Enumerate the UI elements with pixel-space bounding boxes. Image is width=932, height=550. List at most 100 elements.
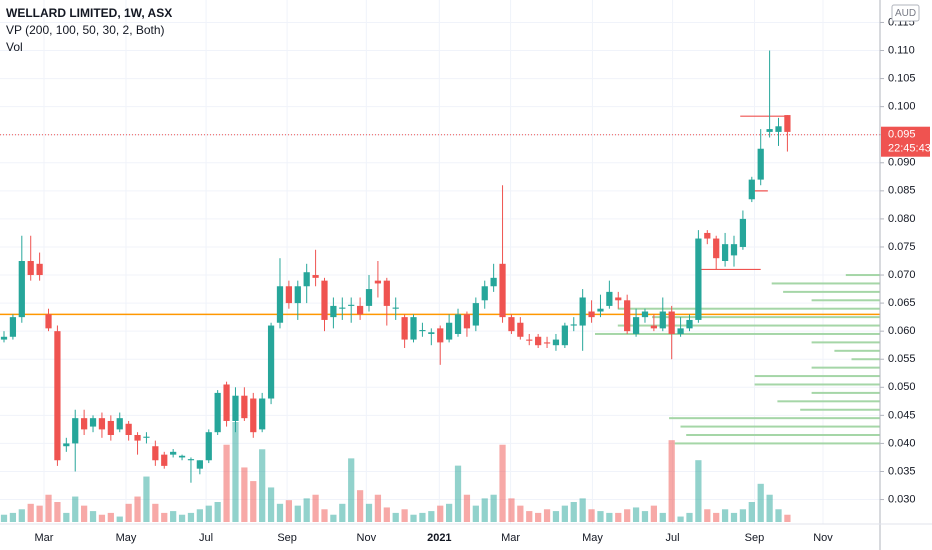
candle-body (241, 395, 248, 419)
candle-body (588, 311, 595, 318)
candle-body (152, 446, 159, 461)
x-tick-label: 2021 (427, 532, 451, 544)
volume-profile-row (811, 299, 880, 302)
x-tick-label: Sep (277, 532, 297, 544)
candle-body (330, 305, 337, 318)
volume-bar (517, 505, 524, 522)
candles (0, 50, 791, 483)
candle-body (499, 263, 506, 318)
volume-bar (178, 514, 186, 522)
volume-bar (205, 505, 212, 522)
candle-body (419, 330, 426, 332)
candle-body (134, 435, 141, 441)
volume-bar (419, 512, 426, 522)
volume-bar (597, 511, 604, 522)
candle-body (695, 238, 702, 320)
candle-body (214, 392, 221, 433)
volume-bar (748, 502, 755, 522)
candle-body (116, 418, 123, 430)
candle-body (535, 336, 542, 346)
volume-bar (383, 507, 390, 522)
volume-bar (784, 514, 791, 522)
candle-body (677, 328, 684, 334)
candle-body (72, 418, 79, 444)
volume-profile-row (674, 442, 880, 445)
y-tick-label: 0.085 (888, 185, 916, 197)
volume-profile-row (595, 332, 880, 335)
indicator-label: Vol (6, 40, 23, 54)
candle-body (107, 420, 114, 435)
currency-label[interactable]: AUD (895, 8, 916, 19)
candle-body (232, 395, 239, 421)
volume-bar (775, 509, 782, 522)
candle-body (481, 286, 488, 301)
candle-body (223, 384, 230, 421)
y-tick-label: 0.035 (888, 465, 916, 477)
volume-profile-row (811, 391, 880, 394)
candle-body (125, 423, 132, 435)
volume-bar (437, 505, 444, 522)
candle-body (472, 303, 479, 326)
volume-profile-row (771, 282, 880, 285)
candle-body (624, 300, 631, 332)
volume-bar (624, 509, 631, 522)
candle-body (784, 115, 791, 132)
volume-bar (72, 496, 79, 522)
candle-body (641, 311, 649, 318)
volume-bar (535, 512, 542, 522)
volume-bar (632, 507, 640, 522)
volume-bar (659, 512, 666, 522)
candle-body (348, 304, 355, 306)
volume-bar (81, 505, 88, 522)
candle-body (63, 443, 70, 447)
volume-profile-row (754, 375, 880, 378)
last-price-label: 0.095 (888, 129, 916, 141)
candle-body (437, 328, 444, 343)
volume-bar (303, 498, 310, 522)
candle-body (721, 244, 729, 261)
currency-box[interactable] (891, 4, 920, 22)
candle-body (401, 317, 408, 340)
volume-profile-row (783, 290, 880, 293)
volume-bar (374, 494, 382, 522)
y-tick-label: 0.065 (888, 297, 916, 309)
volume-bar (730, 512, 738, 522)
candle-body (570, 324, 577, 326)
volume-bar (677, 516, 684, 522)
candle-body (383, 280, 390, 306)
volume-profile-row (845, 274, 880, 277)
volume-bar (695, 460, 702, 522)
candle-body (463, 314, 471, 329)
volume-bar (267, 487, 275, 522)
candle-body (0, 336, 8, 340)
candle-body (552, 339, 560, 346)
y-tick-label: 0.110 (888, 44, 915, 56)
candle-body (98, 418, 106, 430)
y-tick-label: 0.050 (888, 381, 916, 393)
candle-body (748, 179, 755, 200)
candle-body (143, 436, 150, 438)
x-tick-label: Nov (357, 532, 377, 544)
volume-bar (481, 498, 488, 522)
volume-bar (615, 512, 622, 522)
candle-body (303, 272, 310, 287)
indicator-label: VP (200, 100, 50, 30, 2, Both) (6, 23, 165, 37)
volume-bar (365, 503, 373, 522)
y-tick-label: 0.040 (888, 437, 916, 449)
candle-body (668, 311, 675, 334)
candle-body (757, 148, 764, 180)
volume-bar (98, 514, 106, 522)
volume-bar (0, 514, 8, 522)
candle-body (339, 307, 346, 309)
candle-body (526, 339, 533, 341)
countdown-label: 22:45:43 (888, 143, 931, 155)
volume-bar (196, 509, 203, 522)
volume-profile-row (754, 383, 880, 386)
volume-profile-row (851, 358, 880, 361)
volume (0, 422, 791, 522)
volume-bar (116, 516, 123, 522)
candle-body (81, 418, 88, 430)
candle-body (766, 129, 773, 132)
volume-profile-row (777, 400, 880, 403)
